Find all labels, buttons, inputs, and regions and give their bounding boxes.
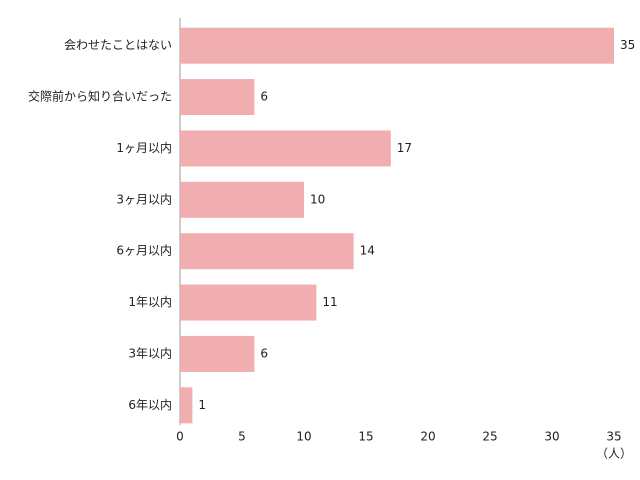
value-label: 6 — [260, 346, 268, 360]
x-tick-label: 0 — [176, 430, 184, 444]
x-tick-label: 25 — [482, 430, 497, 444]
y-tick-label: 1ヶ月以内 — [116, 141, 172, 155]
value-label: 14 — [360, 244, 375, 258]
bar — [180, 387, 193, 424]
y-tick-label: 会わせたことはない — [64, 38, 172, 52]
x-tick-label: 15 — [358, 430, 373, 444]
y-tick-label: 3ヶ月以内 — [116, 192, 172, 206]
bar — [180, 181, 304, 218]
value-label: 6 — [260, 90, 268, 104]
x-tick-label: 10 — [296, 430, 311, 444]
bar — [180, 233, 354, 270]
y-tick-label: 6年以内 — [128, 398, 172, 412]
y-tick-label: 3年以内 — [128, 346, 172, 360]
bar — [180, 284, 317, 321]
bar — [180, 27, 614, 64]
value-label: 10 — [310, 192, 325, 206]
x-tick-label: 5 — [238, 430, 246, 444]
bar — [180, 130, 391, 167]
x-axis-label: （人） — [596, 447, 632, 461]
value-label: 11 — [322, 295, 337, 309]
value-label: 17 — [397, 141, 412, 155]
x-tick-label: 20 — [420, 430, 435, 444]
value-label: 1 — [198, 398, 206, 412]
y-tick-label: 1年以内 — [128, 295, 172, 309]
y-tick-label: 交際前から知り合いだった — [28, 89, 172, 104]
x-tick-label: 30 — [544, 430, 559, 444]
bar — [180, 79, 255, 116]
x-tick-label: 35 — [606, 430, 621, 444]
value-label: 35 — [620, 38, 635, 52]
y-tick-label: 6ヶ月以内 — [116, 244, 172, 258]
bar — [180, 335, 255, 372]
